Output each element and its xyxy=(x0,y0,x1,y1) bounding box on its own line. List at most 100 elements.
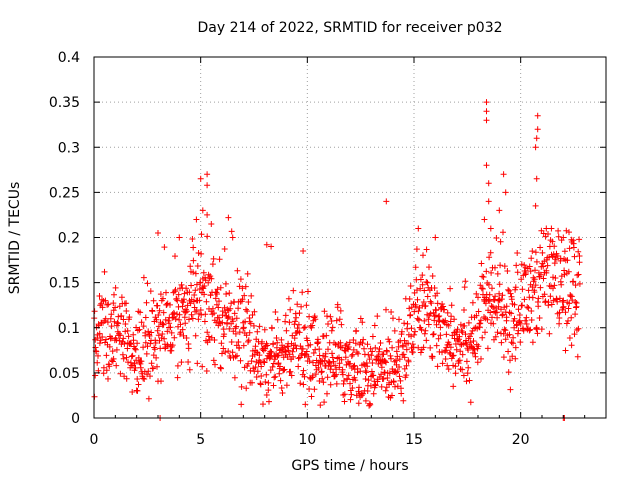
data-point xyxy=(273,344,280,351)
data-point xyxy=(565,268,572,275)
data-point xyxy=(217,364,224,371)
data-point xyxy=(369,333,376,340)
data-point xyxy=(238,383,245,390)
data-point xyxy=(363,369,370,376)
data-point xyxy=(293,345,300,352)
data-point xyxy=(401,337,408,344)
y-tick-label: 0.15 xyxy=(49,276,80,292)
data-point xyxy=(91,308,98,315)
data-point xyxy=(132,346,139,353)
data-point xyxy=(250,322,257,329)
data-point xyxy=(576,259,583,266)
data-point xyxy=(562,309,569,316)
data-point xyxy=(442,317,449,324)
data-point xyxy=(477,320,484,327)
data-point xyxy=(414,287,420,294)
data-point xyxy=(453,329,460,336)
data-point xyxy=(563,227,570,234)
data-point xyxy=(544,262,551,269)
data-point xyxy=(344,345,351,352)
data-point xyxy=(503,314,510,321)
data-point xyxy=(296,329,303,336)
data-point xyxy=(541,291,548,298)
data-point xyxy=(155,323,162,330)
data-point xyxy=(336,360,343,367)
data-point xyxy=(134,376,141,382)
data-point xyxy=(325,321,331,327)
data-point xyxy=(352,340,359,347)
y-axis-label: SRMTID / TECUs xyxy=(7,182,23,295)
data-point xyxy=(510,340,516,347)
data-point xyxy=(481,314,487,320)
data-point xyxy=(197,175,204,182)
data-point xyxy=(412,303,419,310)
data-point xyxy=(490,320,497,327)
data-point xyxy=(347,380,353,387)
data-point xyxy=(238,401,245,408)
data-point xyxy=(403,346,410,353)
data-point xyxy=(262,379,269,385)
data-point xyxy=(303,348,310,355)
data-point xyxy=(339,371,346,378)
data-point xyxy=(145,328,152,335)
data-point xyxy=(527,326,534,333)
data-point xyxy=(174,362,181,369)
data-point xyxy=(487,249,494,256)
data-point xyxy=(233,323,240,330)
data-point xyxy=(95,352,101,359)
data-point xyxy=(532,202,539,209)
axes: 0 5 10 15 20 0 0.05 0.1 0.15 0.2 0.25 0.3 0.35 0.4 xyxy=(49,50,606,448)
data-point xyxy=(171,288,178,295)
data-point xyxy=(409,349,416,356)
data-point xyxy=(204,211,211,218)
data-point xyxy=(113,362,120,369)
data-point xyxy=(205,279,212,286)
data-point xyxy=(183,285,190,292)
data-point xyxy=(300,367,307,374)
data-point xyxy=(294,301,301,308)
data-point xyxy=(108,323,115,330)
data-point xyxy=(327,366,334,373)
data-point xyxy=(210,255,217,262)
data-point xyxy=(275,360,282,367)
data-point xyxy=(553,256,559,263)
data-point xyxy=(214,286,221,293)
data-point xyxy=(319,375,326,382)
data-point xyxy=(479,334,486,341)
data-point xyxy=(466,377,473,384)
data-point xyxy=(328,327,335,334)
data-point xyxy=(388,309,395,315)
data-point xyxy=(258,363,265,370)
data-point xyxy=(233,315,240,322)
data-point xyxy=(109,348,116,355)
data-point xyxy=(571,331,578,338)
data-point xyxy=(300,325,307,331)
data-point xyxy=(560,234,567,241)
data-point xyxy=(413,246,420,253)
data-point xyxy=(513,262,520,269)
data-point xyxy=(535,295,542,302)
data-point xyxy=(321,357,328,364)
data-point xyxy=(333,317,340,324)
data-point xyxy=(364,388,371,394)
data-point xyxy=(115,320,122,327)
data-point xyxy=(526,327,533,334)
data-point xyxy=(265,387,272,394)
data-point xyxy=(228,228,235,235)
data-point xyxy=(123,308,130,314)
data-point xyxy=(360,336,367,343)
data-point xyxy=(429,273,436,279)
data-point xyxy=(166,320,173,327)
data-point xyxy=(109,358,116,365)
data-point xyxy=(551,260,558,267)
data-point xyxy=(143,299,150,306)
data-point xyxy=(403,372,410,379)
data-point xyxy=(296,310,303,317)
data-point xyxy=(386,370,393,377)
data-point xyxy=(99,334,106,340)
data-point xyxy=(411,331,418,338)
data-point xyxy=(371,322,378,329)
data-point xyxy=(439,360,446,367)
data-point xyxy=(245,337,252,344)
data-point xyxy=(514,269,521,276)
